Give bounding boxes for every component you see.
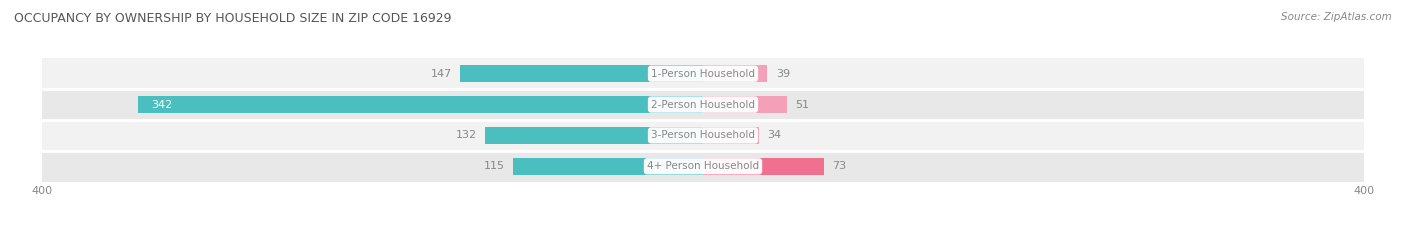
Text: 115: 115 [484, 161, 505, 171]
Bar [42, 89, 1364, 120]
Text: 34: 34 [768, 130, 782, 140]
Bar [703, 65, 768, 82]
Text: 73: 73 [832, 161, 846, 171]
Bar [703, 127, 759, 144]
Text: Source: ZipAtlas.com: Source: ZipAtlas.com [1281, 12, 1392, 22]
Text: 3-Person Household: 3-Person Household [651, 130, 755, 140]
Bar [42, 151, 1364, 182]
Bar [460, 65, 703, 82]
Text: 51: 51 [796, 99, 810, 110]
Bar [513, 158, 703, 175]
Text: 39: 39 [776, 69, 790, 79]
Bar [703, 158, 824, 175]
Text: 132: 132 [456, 130, 477, 140]
Bar [485, 127, 703, 144]
Bar [138, 96, 703, 113]
Bar [703, 96, 787, 113]
Text: OCCUPANCY BY OWNERSHIP BY HOUSEHOLD SIZE IN ZIP CODE 16929: OCCUPANCY BY OWNERSHIP BY HOUSEHOLD SIZE… [14, 12, 451, 25]
Text: 1-Person Household: 1-Person Household [651, 69, 755, 79]
Text: 4+ Person Household: 4+ Person Household [647, 161, 759, 171]
Text: 342: 342 [152, 99, 173, 110]
Bar [42, 120, 1364, 151]
Text: 2-Person Household: 2-Person Household [651, 99, 755, 110]
Text: 147: 147 [430, 69, 451, 79]
Bar [42, 58, 1364, 89]
